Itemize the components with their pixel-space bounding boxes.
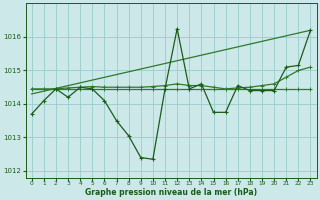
X-axis label: Graphe pression niveau de la mer (hPa): Graphe pression niveau de la mer (hPa) [85,188,257,197]
